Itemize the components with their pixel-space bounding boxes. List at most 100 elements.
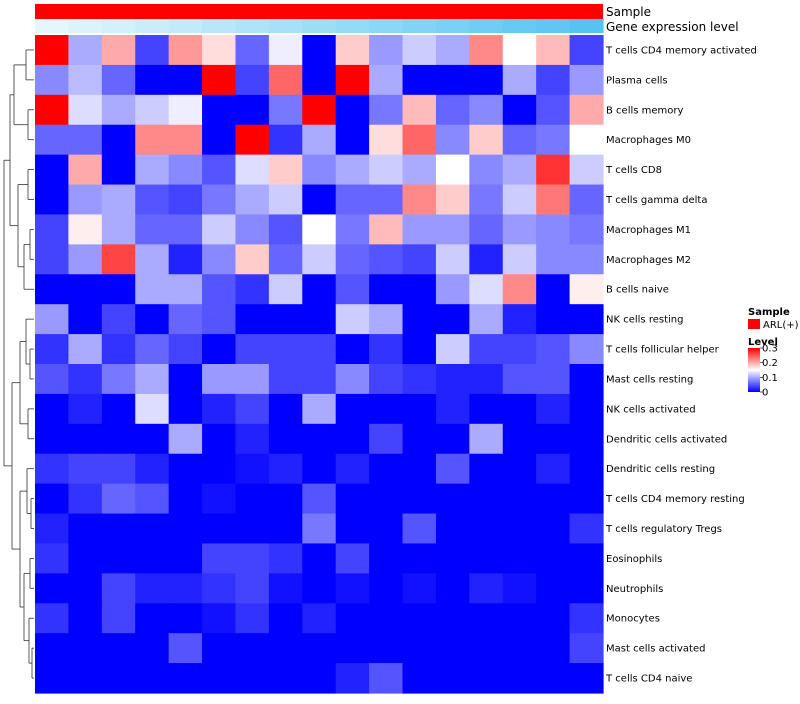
heatmap-cell (536, 663, 571, 694)
heatmap-cell (135, 364, 170, 395)
heatmap-cell (435, 603, 470, 634)
heatmap-cell (335, 393, 370, 425)
heatmap-cell (135, 633, 170, 664)
heatmap-cell (569, 154, 604, 186)
heatmap-cell (435, 64, 470, 96)
heatmap-cell (435, 304, 470, 335)
heatmap-cell (135, 334, 170, 365)
heatmap-cell (35, 364, 70, 395)
heatmap-cell (235, 513, 270, 545)
heatmap-cell (101, 154, 136, 186)
heatmap-cell (469, 483, 504, 515)
heatmap-cell (369, 513, 404, 545)
heatmap-cell (402, 64, 437, 96)
heatmap-cell (168, 154, 203, 186)
heatmap-cell (569, 513, 604, 545)
heatmap-cell (35, 94, 70, 126)
heatmap-cell (335, 364, 370, 395)
heatmap-cell (168, 483, 203, 515)
heatmap-cell (101, 274, 136, 305)
heatmap-cell (335, 663, 370, 694)
heatmap-cell (235, 35, 270, 66)
row-label: Dendritic cells activated (606, 434, 727, 445)
heatmap-cell (302, 393, 337, 425)
row-label: NK cells resting (606, 315, 683, 326)
heatmap-cell (536, 154, 571, 186)
heatmap-cell (502, 244, 537, 275)
heatmap-cell (569, 543, 604, 574)
heatmap-cell (369, 334, 404, 365)
heatmap-cell (502, 94, 537, 126)
heatmap-cell (302, 124, 337, 156)
heatmap-cell (135, 35, 170, 66)
expression-annotation-cell (502, 19, 537, 33)
heatmap-cell (202, 423, 237, 455)
heatmap-cell (202, 244, 237, 275)
heatmap-cell (168, 304, 203, 335)
heatmap-cell (335, 423, 370, 455)
anno-label-expression: Gene expression level (606, 20, 739, 34)
heatmap-cell (402, 393, 437, 425)
row-label: Eosinophils (606, 554, 662, 565)
heatmap-cell (235, 453, 270, 485)
heatmap-cell (536, 513, 571, 545)
heatmap-cell (268, 64, 303, 96)
heatmap-cell (168, 393, 203, 425)
heatmap-cell (469, 94, 504, 126)
heatmap-cell (202, 94, 237, 126)
heatmap-cell (302, 453, 337, 485)
heatmap-cell (101, 543, 136, 574)
heatmap-cell (302, 603, 337, 634)
heatmap-cell (435, 483, 470, 515)
heatmap-cell (502, 423, 537, 455)
heatmap-cell (569, 35, 604, 66)
expression-annotation-cell (536, 19, 571, 33)
heatmap-cell (202, 64, 237, 96)
heatmap-cell (101, 483, 136, 515)
heatmap-cell (268, 573, 303, 604)
legend-sample-swatch (748, 319, 760, 329)
heatmap-cell (268, 543, 303, 574)
heatmap-cell (68, 94, 103, 126)
heatmap-cell (202, 274, 237, 305)
heatmap-cell (302, 304, 337, 335)
heatmap-cell (168, 274, 203, 305)
heatmap-cell (369, 633, 404, 664)
heatmap-cell (569, 124, 604, 156)
heatmap-cell (235, 304, 270, 335)
heatmap-cell (68, 573, 103, 604)
heatmap-cell (536, 543, 571, 574)
heatmap-cell (369, 64, 404, 96)
heatmap-cell (268, 304, 303, 335)
row-label: T cells gamma delta (605, 195, 707, 206)
heatmap-cell (369, 184, 404, 216)
heatmap-cell (536, 244, 571, 275)
heatmap-cell (335, 453, 370, 485)
heatmap-cell (35, 214, 70, 245)
heatmap-cell (101, 513, 136, 545)
heatmap-cell (569, 633, 604, 664)
legend-tick-label: 0.3 (762, 344, 778, 355)
heatmap-cell (135, 603, 170, 634)
heatmap-cell (502, 184, 537, 216)
heatmap-cell (569, 184, 604, 216)
heatmap-cell (335, 543, 370, 574)
heatmap-cell (302, 64, 337, 96)
heatmap-cell (202, 184, 237, 216)
heatmap-cell (202, 483, 237, 515)
heatmap-cell (35, 274, 70, 305)
heatmap-cell (369, 573, 404, 604)
row-label: T cells CD8 (605, 165, 662, 176)
heatmap-cell (402, 184, 437, 216)
heatmap-cell (536, 364, 571, 395)
heatmap-cell (536, 35, 571, 66)
heatmap-cell (168, 334, 203, 365)
heatmap-cell (202, 453, 237, 485)
heatmap-cell (101, 663, 136, 694)
heatmap-cell (101, 35, 136, 66)
heatmap-cell (335, 633, 370, 664)
heatmap-cell (202, 364, 237, 395)
heatmap-cell (202, 154, 237, 186)
row-label: B cells memory (606, 105, 683, 116)
heatmap-cell (502, 334, 537, 365)
